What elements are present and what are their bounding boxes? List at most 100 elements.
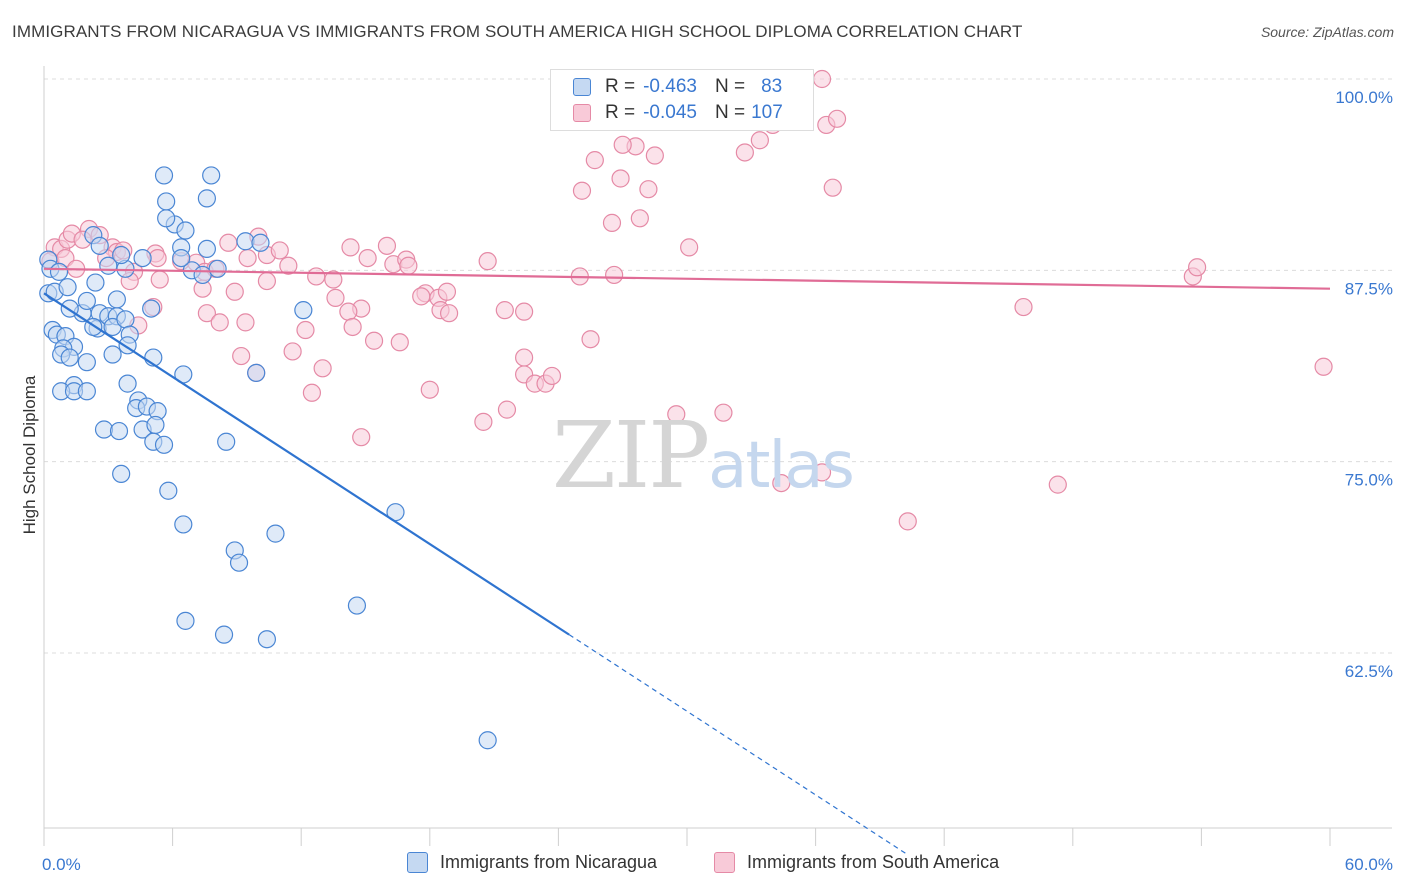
legend-swatch-blue (573, 78, 591, 96)
watermark-atlas: atlas (708, 429, 855, 503)
data-point-south-america (735, 143, 754, 162)
data-point-south-america (307, 267, 326, 286)
data-point-south-america (437, 282, 457, 301)
data-point-south-america (581, 330, 600, 349)
data-point-south-america (812, 69, 832, 89)
data-point-nicaragua (58, 278, 77, 297)
data-point-nicaragua (229, 553, 249, 572)
data-point-south-america (827, 109, 847, 128)
data-point-nicaragua (116, 310, 135, 329)
legend-n-value: 83 (761, 76, 783, 97)
legend-label-nicaragua: Immigrants from Nicaragua (440, 852, 658, 872)
data-point-south-america (714, 403, 733, 422)
data-point-south-america (313, 359, 332, 378)
data-point-south-america (1314, 357, 1333, 376)
data-point-nicaragua (109, 421, 129, 441)
source-credit: Source: ZipAtlas.com (1260, 24, 1394, 40)
data-point-nicaragua (86, 273, 105, 292)
data-point-south-america (823, 178, 842, 197)
data-point-south-america (495, 301, 514, 320)
data-point-south-america (645, 146, 664, 165)
data-point-nicaragua (154, 435, 174, 454)
y-tick-label: 62.5% (1345, 662, 1393, 681)
data-point-nicaragua (146, 415, 165, 435)
y-tick-label: 100.0% (1335, 88, 1393, 107)
data-point-nicaragua (112, 245, 131, 265)
legend-r-value: -0.045 (643, 102, 697, 123)
data-point-south-america (390, 333, 409, 352)
x-tick-label: 60.0% (1345, 855, 1393, 874)
data-point-south-america (364, 331, 384, 350)
y-tick-label: 75.0% (1345, 471, 1393, 490)
legend-r-label: R = (605, 102, 636, 123)
data-point-nicaragua (257, 630, 277, 649)
data-point-nicaragua (208, 259, 227, 278)
data-point-south-america (302, 383, 322, 402)
legend-swatch-pink (714, 852, 735, 873)
data-point-nicaragua (133, 248, 152, 268)
data-point-south-america (343, 317, 362, 337)
data-point-south-america (236, 313, 255, 332)
data-point-nicaragua (217, 432, 236, 451)
legend-row-nicaragua: R = -0.463 N = 83 (573, 74, 782, 100)
data-point-south-america (377, 236, 397, 255)
y-axis-label: High School Diploma (20, 375, 39, 535)
data-point-nicaragua (49, 262, 69, 281)
legend-n-value: 107 (751, 102, 783, 123)
data-point-nicaragua (154, 166, 174, 185)
data-point-south-america (283, 342, 302, 361)
data-point-south-america (515, 302, 534, 321)
data-point-nicaragua (214, 625, 234, 644)
data-point-south-america (296, 320, 315, 340)
data-point-nicaragua (266, 524, 285, 543)
legend-r-label: R = (605, 76, 636, 97)
data-point-south-america (639, 180, 658, 199)
data-point-south-america (219, 233, 238, 252)
data-point-south-america (611, 169, 630, 188)
data-point-south-america (602, 213, 622, 232)
data-point-south-america (238, 248, 257, 268)
correlation-legend: R = -0.463 N = 83 R = -0.045 N = 107 (550, 69, 814, 131)
data-point-nicaragua (112, 464, 131, 484)
data-point-south-america (324, 270, 343, 289)
data-point-south-america (1188, 258, 1207, 277)
data-point-nicaragua (142, 299, 161, 318)
trendline-nicaragua-extension (568, 634, 909, 856)
data-point-south-america (474, 412, 493, 431)
data-point-south-america (572, 181, 592, 200)
data-point-nicaragua (118, 374, 137, 393)
data-point-south-america (605, 265, 624, 285)
data-point-nicaragua (174, 515, 193, 534)
data-point-south-america (750, 131, 769, 150)
trendline-south-america (43, 267, 1331, 290)
data-point-south-america (257, 271, 277, 291)
legend-r-value: -0.463 (643, 76, 697, 97)
watermark-zip: ZIP (552, 402, 710, 509)
data-point-nicaragua (176, 611, 195, 630)
data-point-south-america (270, 241, 289, 260)
legend-item-nicaragua: Immigrants from Nicaragua (407, 852, 657, 873)
watermark: ZIPatlas (552, 402, 855, 509)
data-point-nicaragua (236, 232, 255, 251)
legend-n-label: N = (714, 102, 746, 123)
data-point-south-america (279, 256, 298, 275)
data-point-nicaragua (197, 189, 216, 208)
data-point-nicaragua (159, 481, 178, 500)
data-point-south-america (680, 238, 699, 257)
legend-n-label: N = (714, 76, 746, 97)
data-point-south-america (197, 304, 216, 323)
legend-item-south-america: Immigrants from South America (714, 852, 999, 873)
x-tick-label: 0.0% (42, 855, 81, 874)
data-point-nicaragua (157, 192, 176, 211)
data-point-nicaragua (77, 382, 96, 401)
data-point-south-america (210, 313, 229, 332)
chart-title: IMMIGRANTS FROM NICARAGUA VS IMMIGRANTS … (12, 22, 1023, 41)
legend-swatch-pink (573, 104, 591, 122)
data-point-south-america (341, 238, 360, 257)
data-point-south-america (352, 428, 371, 447)
data-point-south-america (358, 248, 377, 268)
data-point-nicaragua (251, 233, 270, 252)
data-point-south-america (225, 282, 244, 301)
data-point-south-america (898, 512, 917, 531)
